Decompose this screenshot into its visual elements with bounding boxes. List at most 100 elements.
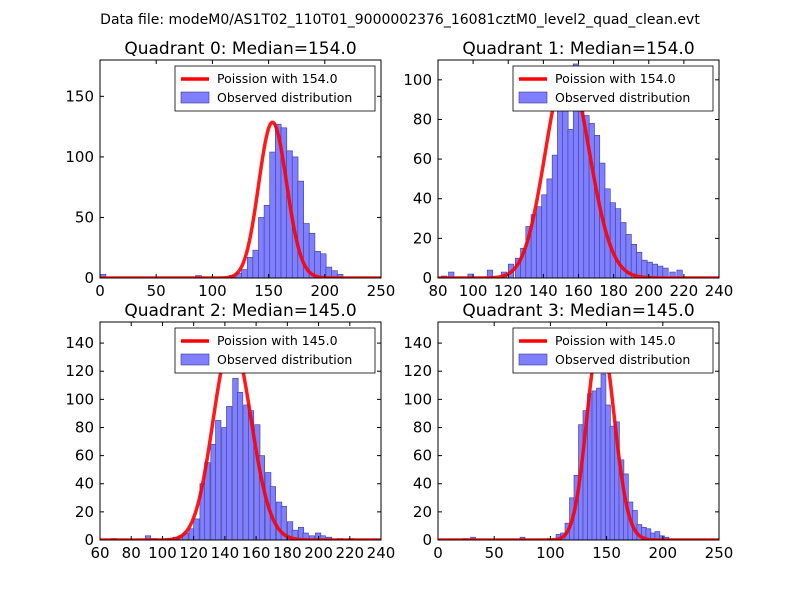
- x-tick-label: 250: [367, 282, 396, 300]
- axes-frame: [99, 321, 382, 541]
- x-tick-label: 220: [670, 282, 699, 300]
- histogram-bar: [551, 154, 558, 278]
- legend-label-observed: Observed distribution: [555, 352, 690, 367]
- y-tick-label: 80: [413, 110, 432, 128]
- y-tick-label: 20: [413, 229, 432, 247]
- histogram-bar: [258, 217, 265, 278]
- histogram-bar: [336, 274, 344, 278]
- y-tick-label: 100: [403, 390, 432, 408]
- x-tick-label: 100: [148, 544, 177, 562]
- x-tick-label: 80: [428, 282, 447, 300]
- x-tick-label: 200: [634, 282, 663, 300]
- y-tick-label: 40: [413, 190, 432, 208]
- x-tick-label: 240: [705, 282, 734, 300]
- x-tick-label: 0: [433, 544, 443, 562]
- histogram-bar: [541, 194, 548, 278]
- x-tick-label: 180: [599, 282, 628, 300]
- legend-label-observed: Observed distribution: [555, 90, 690, 105]
- histogram-bar: [263, 205, 271, 278]
- legend-label-observed: Observed distribution: [217, 352, 352, 367]
- legend-label-poisson: Poission with 145.0: [217, 333, 338, 348]
- panel-title: Quadrant 0: Median=154.0: [124, 39, 356, 59]
- poisson-curve: [100, 120, 381, 278]
- legend: Poission with 154.0 Observed distribution: [174, 65, 376, 112]
- x-tick-label: 180: [273, 544, 302, 562]
- x-tick-label: 200: [310, 282, 339, 300]
- legend-bar-swatch: [518, 353, 548, 366]
- quadrant-2-panel: 60 80 100 120 140 160 180 200 220 240020406080100…: [65, 301, 395, 562]
- histogram-bar: [291, 529, 298, 540]
- histogram-bar: [567, 129, 574, 278]
- x-tick-label: 0: [95, 282, 105, 300]
- x-tick-label: 140: [529, 282, 558, 300]
- y-tick-label: 40: [413, 475, 432, 493]
- legend-bar-swatch: [518, 91, 548, 104]
- legend-label-poisson: Poission with 154.0: [555, 71, 676, 86]
- x-tick-label: 100: [459, 282, 488, 300]
- y-tick-label: 50: [75, 208, 94, 226]
- histogram-bar: [609, 202, 616, 278]
- x-tick-label: 100: [536, 544, 565, 562]
- axes-frame: [437, 321, 720, 541]
- legend-label-observed: Observed distribution: [217, 90, 352, 105]
- x-tick-label: 150: [254, 282, 283, 300]
- legend: Poission with 154.0 Observed distribution: [512, 65, 714, 112]
- x-tick-label: 160: [242, 544, 271, 562]
- histogram-bar: [641, 259, 648, 278]
- y-tick-label: 140: [65, 334, 94, 352]
- legend-label-poisson: Poission with 145.0: [555, 333, 676, 348]
- x-tick-label: 140: [211, 544, 240, 562]
- y-tick-label: 60: [413, 447, 432, 465]
- histogram-bar: [252, 249, 260, 278]
- x-tick-label: 60: [90, 544, 109, 562]
- histogram-bar: [314, 251, 321, 278]
- x-tick-label: 50: [147, 282, 166, 300]
- y-tick-label: 60: [413, 150, 432, 168]
- poisson-curve: [438, 333, 719, 540]
- legend-bar-swatch: [180, 353, 210, 366]
- histogram-bar: [651, 263, 659, 278]
- x-tick-label: 160: [564, 282, 593, 300]
- legend-label-poisson: Poission with 154.0: [217, 71, 338, 86]
- histogram-bar: [193, 518, 200, 540]
- legend-bar-swatch: [180, 91, 210, 104]
- histogram-bar: [226, 406, 233, 540]
- panel-title: Quadrant 2: Median=145.0: [124, 301, 356, 321]
- legend: Poission with 145.0 Observed distribution: [512, 327, 714, 374]
- histogram-bar: [269, 151, 276, 278]
- x-tick-label: 100: [198, 282, 227, 300]
- legend: Poission with 145.0 Observed distribution: [174, 327, 376, 374]
- y-tick-label: 80: [75, 418, 94, 436]
- x-tick-label: 150: [592, 544, 621, 562]
- y-tick-label: 100: [65, 390, 94, 408]
- histogram-bar: [636, 251, 643, 278]
- y-tick-label: 0: [84, 269, 94, 287]
- axes-frame: [99, 59, 382, 279]
- histogram-bar: [662, 267, 669, 278]
- x-tick-label: 80: [122, 544, 141, 562]
- y-tick-label: 140: [403, 334, 432, 352]
- y-tick-label: 120: [403, 362, 432, 380]
- y-tick-label: 0: [84, 531, 94, 549]
- x-tick-label: 220: [335, 544, 364, 562]
- y-tick-label: 20: [75, 503, 94, 521]
- figure-suptitle: Data file: modeM0/AS1T02_110T01_90000023…: [100, 12, 700, 28]
- y-tick-label: 40: [75, 475, 94, 493]
- histogram-bar: [536, 206, 543, 278]
- y-tick-label: 60: [75, 447, 94, 465]
- y-tick-label: 0: [422, 269, 432, 287]
- x-tick-label: 200: [304, 544, 333, 562]
- x-tick-label: 120: [494, 282, 523, 300]
- y-tick-label: 150: [65, 87, 94, 105]
- quadrant-3-panel: 0 50 100 150 200 250 0 20 40 60 80 100 120 140 Quadran…: [403, 301, 733, 562]
- y-tick-label: 120: [65, 362, 94, 380]
- histogram-bar: [546, 178, 553, 278]
- quadrant-1-panel: 80 100 120 140 160 180 200 220 240 0 20 40 60 80 100 Qu…: [403, 39, 733, 300]
- histogram-bar: [646, 261, 653, 278]
- panel-title: Quadrant 3: Median=145.0: [462, 301, 694, 321]
- histogram-bar: [246, 257, 254, 278]
- histogram-bar: [241, 269, 248, 278]
- y-tick-label: 100: [65, 148, 94, 166]
- histogram-bar: [100, 274, 107, 278]
